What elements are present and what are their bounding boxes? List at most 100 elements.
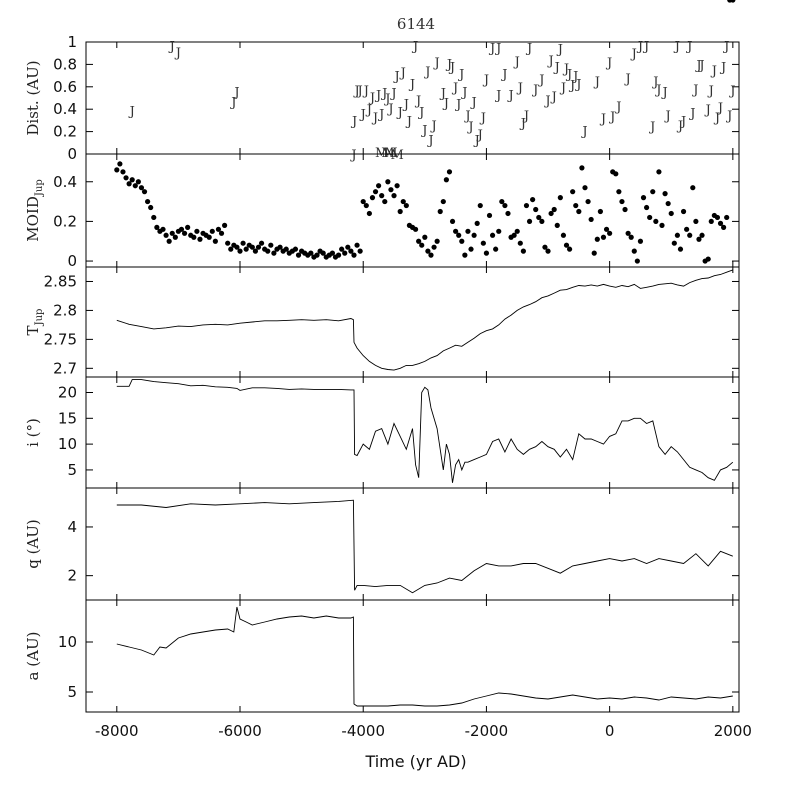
data-point-dist: J <box>648 120 655 135</box>
data-point-dist: J <box>571 70 578 85</box>
data-point-moid <box>542 244 548 250</box>
data-point-moid <box>619 198 625 205</box>
data-point-moid <box>117 161 123 167</box>
x-tick-label: 0 <box>605 722 615 740</box>
data-point-moid <box>536 214 542 221</box>
data-point-moid <box>431 244 437 250</box>
data-point-moid <box>724 214 730 221</box>
data-point-moid <box>684 226 690 232</box>
data-point-moid <box>363 202 369 209</box>
data-point-moid <box>212 238 218 244</box>
data-point-dist: J <box>531 83 538 98</box>
x-tick-label: 2000 <box>714 722 752 740</box>
data-point-moid <box>218 230 225 236</box>
data-point-dist: J <box>368 91 375 106</box>
data-point-moid <box>388 187 394 193</box>
data-point-moid <box>357 248 363 254</box>
y-axis-label-q: q (AU) <box>24 519 42 569</box>
data-point-dist: J <box>494 89 501 104</box>
chart-title: 6144 <box>397 15 435 33</box>
data-point-moid <box>674 232 680 238</box>
data-point-moid <box>453 228 459 234</box>
data-point-dist: J <box>673 39 680 54</box>
data-point-dist: J <box>479 111 486 126</box>
data-point-dist: J <box>439 86 446 101</box>
data-point-dist: J <box>417 105 424 120</box>
data-point-dist: J <box>710 64 717 79</box>
data-point-moid <box>366 210 372 217</box>
data-point-dist: J <box>719 61 726 76</box>
data-point-dist: J <box>688 107 695 122</box>
data-point-moid <box>277 244 283 250</box>
data-point-moid <box>526 218 533 225</box>
x-tick-label: -4000 <box>341 722 385 740</box>
data-point-moid <box>486 212 493 219</box>
data-point-dist: J <box>685 39 692 54</box>
data-point-moid <box>234 244 240 250</box>
data-point-moid <box>699 232 705 238</box>
data-point-dist: J <box>362 84 369 99</box>
data-point-moid <box>222 222 228 228</box>
data-point-moid <box>671 240 677 246</box>
data-point-dist: J <box>614 100 621 115</box>
data-point-moid <box>123 175 129 181</box>
data-point-dist: J <box>543 94 550 109</box>
data-point-moid <box>335 252 342 258</box>
data-point-moid <box>502 202 508 209</box>
data-point-moid <box>514 228 520 234</box>
data-point-dist: J <box>525 42 532 57</box>
data-point-moid <box>237 248 243 254</box>
data-point-moid <box>650 189 656 195</box>
data-point-moid <box>185 224 191 230</box>
data-point-moid <box>493 246 499 252</box>
y-axis-label-tjup: TJup <box>24 309 45 336</box>
data-point-moid <box>505 210 511 217</box>
data-point-moid <box>292 246 299 252</box>
data-point-dist: J <box>405 114 412 129</box>
data-point-moid <box>554 222 560 228</box>
data-point-moid <box>228 246 234 252</box>
data-point-moid <box>178 226 185 232</box>
y-tick-label-dist: 0.4 <box>53 100 77 118</box>
data-point-dist: J <box>383 92 390 107</box>
x-tick-label: -2000 <box>465 722 509 740</box>
data-point-moid <box>628 234 634 240</box>
data-point-moid <box>255 244 262 250</box>
data-point-dist: J <box>568 79 575 94</box>
y-tick-label-tjup: 2.8 <box>53 301 77 319</box>
y-tick-label-a: 5 <box>67 683 77 701</box>
data-point-moid <box>138 185 145 191</box>
data-point-moid <box>215 226 222 232</box>
y-tick-label-dist: 0.8 <box>53 55 77 73</box>
data-point-moid <box>690 185 696 191</box>
data-point-moid <box>653 218 659 225</box>
data-point-moid <box>265 248 271 254</box>
panel-tjup: 2.7 2.75 2.8 2.85 TJup <box>24 266 740 378</box>
data-point-dist: J <box>389 86 396 101</box>
data-point-moid <box>462 252 468 258</box>
y-tick-label-incl: 15 <box>58 409 77 427</box>
panel-frame-moid <box>85 153 740 268</box>
y-tick-label-incl: 10 <box>58 435 77 453</box>
data-point-moid <box>474 220 480 226</box>
data-point-dist: J <box>516 81 523 96</box>
y-tick-label-dist: 0 <box>67 145 77 163</box>
data-point-dist: J <box>605 56 612 71</box>
data-point-moid <box>545 248 551 254</box>
data-point-dist: J <box>694 58 701 73</box>
data-point-moid <box>428 252 434 258</box>
y-tick-label-tjup: 2.85 <box>44 272 77 290</box>
y-tick-label-dist: 0.2 <box>53 123 77 141</box>
y-tick-label-a: 10 <box>58 633 77 651</box>
data-point-dist: J <box>174 46 181 61</box>
data-point-moid <box>607 230 613 236</box>
panel-a: 5 10 a (AU) <box>24 599 740 713</box>
data-point-dist: J <box>713 111 720 126</box>
series-line-a <box>116 606 733 707</box>
series-line-tjup <box>116 269 733 371</box>
data-point-dist: J <box>642 39 649 54</box>
data-point-dist: J <box>442 96 449 111</box>
data-point-moid <box>151 214 157 221</box>
data-point-moid <box>372 189 379 195</box>
